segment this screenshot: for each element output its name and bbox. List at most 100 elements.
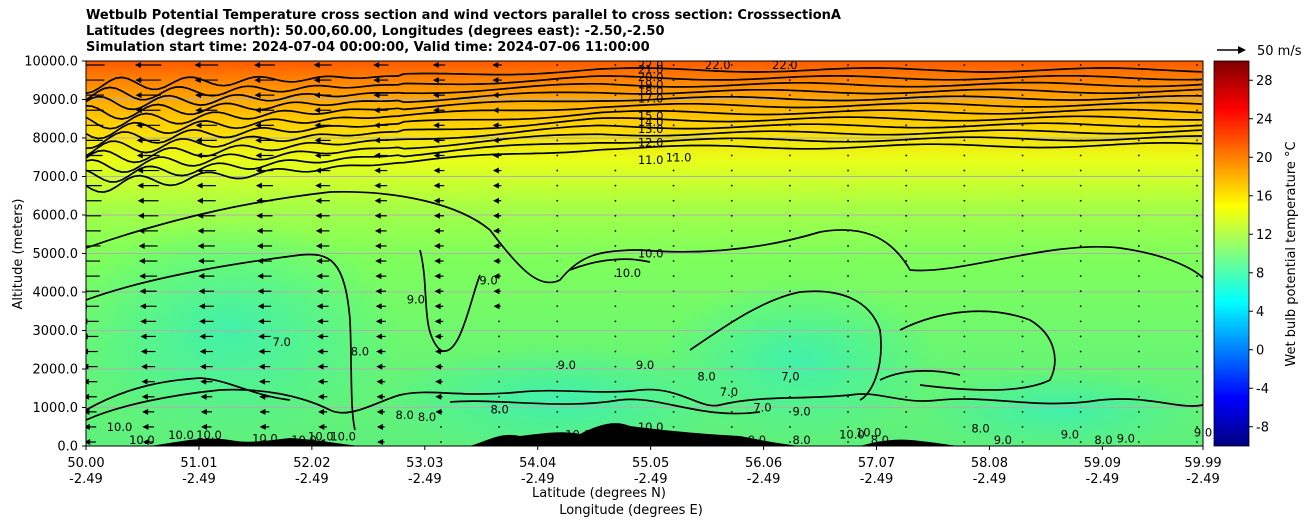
colorbar-tick-label-3: 4 bbox=[1256, 305, 1264, 320]
colorbar-tick-label-4: 8 bbox=[1256, 266, 1264, 281]
contour-label: 10.0 bbox=[252, 431, 278, 445]
x-tick-lon-5: -2.49 bbox=[634, 472, 668, 487]
wind-vector-dot bbox=[963, 305, 966, 308]
wind-vector-dot bbox=[1021, 229, 1024, 232]
wind-vector-head bbox=[376, 363, 383, 370]
wind-vector-dot bbox=[1021, 169, 1024, 172]
wind-vector-head bbox=[259, 393, 266, 400]
wind-vector-head bbox=[493, 242, 500, 249]
y-tick-label-5000: 5000.0 bbox=[33, 247, 79, 262]
wind-vector-head bbox=[196, 167, 203, 174]
wind-vector-head bbox=[255, 182, 262, 189]
x-tick-lat-8: 58.08 bbox=[971, 456, 1008, 471]
wind-vector-head bbox=[76, 107, 82, 113]
wind-vector-head bbox=[137, 182, 144, 189]
contour-label: 7.0 bbox=[720, 385, 738, 399]
wind-vector-head bbox=[432, 92, 439, 99]
wind-vector-dot bbox=[905, 260, 908, 262]
contour-label: 18.0 bbox=[638, 84, 664, 98]
wind-vector-dot bbox=[788, 395, 791, 398]
wind-vector-dot bbox=[1079, 290, 1082, 293]
wind-vector-head bbox=[314, 107, 321, 114]
wind-vector-dot bbox=[556, 169, 559, 172]
wind-vector-head bbox=[137, 167, 144, 174]
wind-vector-dot bbox=[905, 441, 908, 443]
wind-vector-dot bbox=[847, 214, 849, 217]
wind-vector-dot bbox=[963, 245, 966, 247]
wind-vector-dot bbox=[614, 320, 617, 323]
x-tick-lat-10: 59.99 bbox=[1184, 456, 1221, 471]
wind-vector-head bbox=[434, 288, 441, 295]
wind-vector-dot bbox=[498, 320, 501, 323]
wind-vector-head bbox=[199, 333, 206, 340]
contour-lower-4 bbox=[689, 290, 882, 401]
wind-vector-head bbox=[137, 197, 144, 204]
colorbar-tick-label-9: 28 bbox=[1256, 74, 1273, 89]
wind-vector-head bbox=[375, 303, 382, 310]
wind-vector-dot bbox=[1021, 154, 1024, 157]
wind-vector-dot bbox=[788, 380, 791, 383]
wind-vector-head bbox=[197, 227, 204, 234]
wind-vector-dot bbox=[847, 320, 849, 323]
wind-vector-dot bbox=[963, 380, 966, 383]
contour-label: 20.0 bbox=[638, 70, 664, 84]
wind-vector-dot bbox=[730, 245, 733, 247]
wind-vector-head bbox=[373, 92, 380, 99]
wind-vector-dot bbox=[672, 214, 675, 217]
wind-vector-dot bbox=[963, 109, 966, 112]
quiver-key-label: 50 m/s bbox=[1257, 44, 1302, 59]
wind-vector-dot bbox=[905, 395, 908, 398]
wind-vector-dot bbox=[847, 290, 849, 293]
wind-vector-dot bbox=[672, 275, 675, 278]
contour-upper-4 bbox=[86, 94, 1203, 130]
wind-vector-dot bbox=[788, 441, 791, 443]
wind-vector-dot bbox=[498, 426, 501, 428]
wind-vector-dot bbox=[1079, 229, 1082, 232]
x-tick-lat-1: 51.01 bbox=[180, 456, 217, 471]
contour-upper-3 bbox=[86, 88, 1203, 120]
wind-vector-dot bbox=[614, 154, 617, 157]
contour-upper-5 bbox=[86, 101, 1203, 140]
wind-vector-dot bbox=[440, 441, 442, 443]
wind-vector-dot bbox=[963, 441, 966, 443]
wind-vector-dot bbox=[847, 441, 849, 443]
contour-upper-11 bbox=[86, 142, 1203, 193]
wind-vector-head bbox=[200, 378, 207, 385]
contour-lower-1 bbox=[86, 253, 356, 431]
wind-vector-dot bbox=[788, 320, 791, 323]
wind-vector-head bbox=[259, 408, 266, 415]
wind-vector-dot bbox=[1079, 335, 1082, 338]
wind-vector-dot bbox=[1137, 350, 1140, 353]
wind-vector-dot bbox=[1196, 154, 1198, 157]
wind-vector-head bbox=[199, 348, 206, 355]
wind-vector-dot bbox=[1079, 109, 1082, 112]
contour-label: 9.0 bbox=[636, 358, 654, 372]
quiver-key-arrowhead bbox=[1238, 46, 1246, 54]
wind-vector-dot bbox=[963, 395, 966, 398]
wind-vector-dot bbox=[1137, 245, 1140, 247]
colorbar-tick-label-5: 12 bbox=[1256, 228, 1273, 243]
wind-vector-head bbox=[435, 378, 442, 385]
wind-vector-dot bbox=[556, 380, 559, 383]
contour-upper-1 bbox=[86, 74, 1203, 101]
wind-vector-head bbox=[432, 62, 439, 68]
contour-label: 9.0 bbox=[407, 293, 425, 307]
wind-vector-head bbox=[314, 152, 321, 159]
wind-vector-dot bbox=[556, 245, 559, 247]
wind-vector-dot bbox=[730, 124, 733, 127]
colorbar-tick-label-7: 20 bbox=[1256, 151, 1273, 166]
wind-vector-head bbox=[196, 152, 203, 159]
wind-vector-dot bbox=[905, 410, 908, 413]
wind-vector-dot bbox=[672, 305, 675, 308]
wind-vector-dot bbox=[1021, 335, 1024, 338]
wind-vector-dot bbox=[1021, 290, 1024, 293]
wind-vector-dot bbox=[614, 426, 617, 428]
wind-vector-head bbox=[257, 303, 264, 310]
wind-vector-dot bbox=[672, 64, 675, 66]
wind-vector-dot bbox=[614, 184, 617, 187]
y-tick-label-0: 0.0 bbox=[57, 440, 78, 455]
wind-vector-dot bbox=[730, 64, 733, 66]
wind-vector-dot bbox=[730, 335, 733, 338]
contour-upper-8 bbox=[86, 122, 1203, 164]
title-line-2: Latitudes (degrees north): 50.00,60.00, … bbox=[86, 24, 665, 39]
